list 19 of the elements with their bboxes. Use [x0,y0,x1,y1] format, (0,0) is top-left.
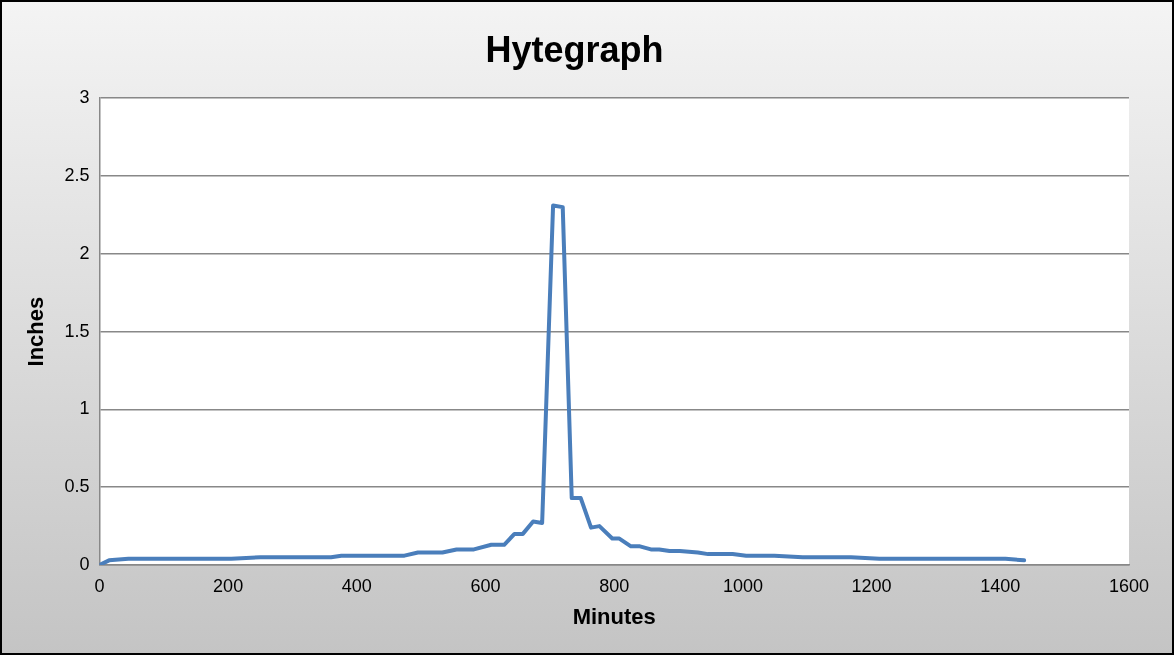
x-tick-label: 1200 [851,575,892,596]
y-tick-label: 3 [79,87,90,108]
x-axis-title: Minutes [572,603,656,629]
x-tick-label: 1600 [1108,575,1150,596]
x-tick-label: 800 [599,575,630,596]
chart-title: Hytegraph [485,28,664,70]
y-tick-label: 2.5 [64,164,90,185]
y-tick-label: 1.5 [64,320,90,341]
x-tick-label: 400 [341,575,372,596]
x-tick-label: 1000 [722,575,763,596]
x-tick-label: 600 [470,575,501,596]
x-tick-label: 1400 [980,575,1021,596]
y-tick-label: 1 [79,398,90,419]
y-tick-label: 0.5 [64,476,90,497]
y-tick-label: 2 [79,242,90,263]
y-axis-title: Inches [23,296,49,367]
x-tick-label: 200 [213,575,244,596]
y-tick-label: 0 [79,553,90,574]
x-tick-label: 0 [94,575,105,596]
